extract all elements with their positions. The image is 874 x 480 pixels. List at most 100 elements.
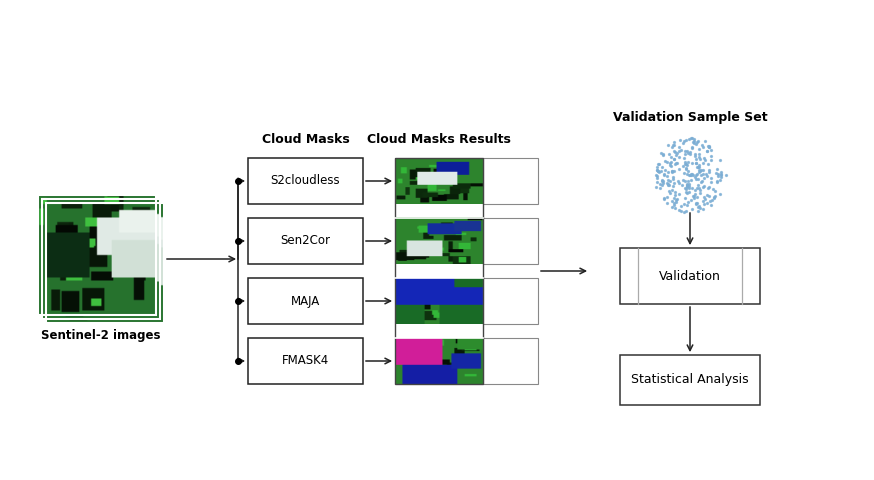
Point <box>688 173 702 180</box>
Point <box>685 144 699 151</box>
Point <box>714 170 728 178</box>
Point <box>680 181 694 189</box>
Point <box>666 175 680 182</box>
Point <box>692 203 706 210</box>
Point <box>711 170 725 178</box>
Bar <box>248 218 363 264</box>
Point <box>688 152 702 159</box>
Point <box>710 177 724 185</box>
Point <box>663 159 677 167</box>
Point <box>673 136 687 144</box>
Point <box>677 147 691 155</box>
Point <box>668 204 682 212</box>
Point <box>704 152 718 160</box>
Point <box>690 176 704 183</box>
Point <box>714 174 728 181</box>
Point <box>679 185 693 192</box>
Point <box>690 159 704 167</box>
Point <box>662 181 676 189</box>
Point <box>697 193 711 201</box>
Point <box>672 165 686 173</box>
Point <box>702 166 716 174</box>
Point <box>683 171 697 179</box>
Point <box>669 196 683 204</box>
Point <box>686 192 700 200</box>
Point <box>651 167 665 175</box>
Point <box>670 159 684 167</box>
Point <box>655 163 669 171</box>
Point <box>696 205 710 213</box>
Point <box>656 152 670 159</box>
Point <box>656 177 669 185</box>
Point <box>661 172 675 180</box>
Point <box>683 148 697 156</box>
Point <box>713 156 727 164</box>
Text: S2cloudless: S2cloudless <box>271 175 340 188</box>
Point <box>703 142 717 150</box>
Point <box>656 171 670 179</box>
Point <box>653 184 667 192</box>
Point <box>685 159 699 167</box>
Point <box>706 193 720 201</box>
Point <box>690 199 704 207</box>
Point <box>692 167 706 174</box>
Bar <box>483 218 538 264</box>
Point <box>678 184 692 192</box>
Point <box>669 151 683 159</box>
Point <box>676 139 690 147</box>
Point <box>653 180 667 188</box>
Point <box>690 170 704 178</box>
Text: Cloud Masks Results: Cloud Masks Results <box>367 133 511 146</box>
Bar <box>395 158 483 384</box>
Point <box>664 162 678 170</box>
Point <box>698 195 712 203</box>
Point <box>695 141 709 149</box>
Point <box>690 138 704 145</box>
Point <box>690 164 704 171</box>
Point <box>658 166 672 173</box>
Point <box>668 148 682 156</box>
Point <box>701 160 715 168</box>
Point <box>665 168 679 176</box>
Point <box>681 198 695 206</box>
Point <box>689 156 703 163</box>
Bar <box>248 158 363 204</box>
Point <box>669 150 683 157</box>
Point <box>697 155 711 162</box>
Point <box>693 187 707 194</box>
Point <box>682 135 696 143</box>
Point <box>669 189 683 196</box>
Point <box>693 168 707 175</box>
Point <box>660 158 674 166</box>
Point <box>680 180 694 188</box>
Point <box>674 146 688 154</box>
Point <box>683 184 697 192</box>
Point <box>700 147 714 155</box>
Point <box>684 144 698 152</box>
Bar <box>248 338 363 384</box>
Point <box>657 170 671 178</box>
Point <box>676 162 690 169</box>
Point <box>663 158 677 166</box>
Point <box>695 177 709 185</box>
Point <box>658 157 672 165</box>
Point <box>675 181 689 189</box>
Bar <box>42 199 160 319</box>
Point <box>687 139 701 147</box>
Point <box>696 183 710 191</box>
Point <box>669 198 683 205</box>
Point <box>698 170 712 178</box>
Point <box>671 206 685 214</box>
Point <box>650 167 664 174</box>
Point <box>677 169 691 177</box>
Point <box>694 166 708 174</box>
Point <box>690 137 704 145</box>
Point <box>684 171 698 179</box>
Point <box>650 167 664 174</box>
Bar <box>483 338 538 384</box>
Point <box>700 200 714 207</box>
Point <box>669 159 683 167</box>
Point <box>714 168 728 176</box>
Point <box>688 150 702 158</box>
Point <box>691 181 705 189</box>
